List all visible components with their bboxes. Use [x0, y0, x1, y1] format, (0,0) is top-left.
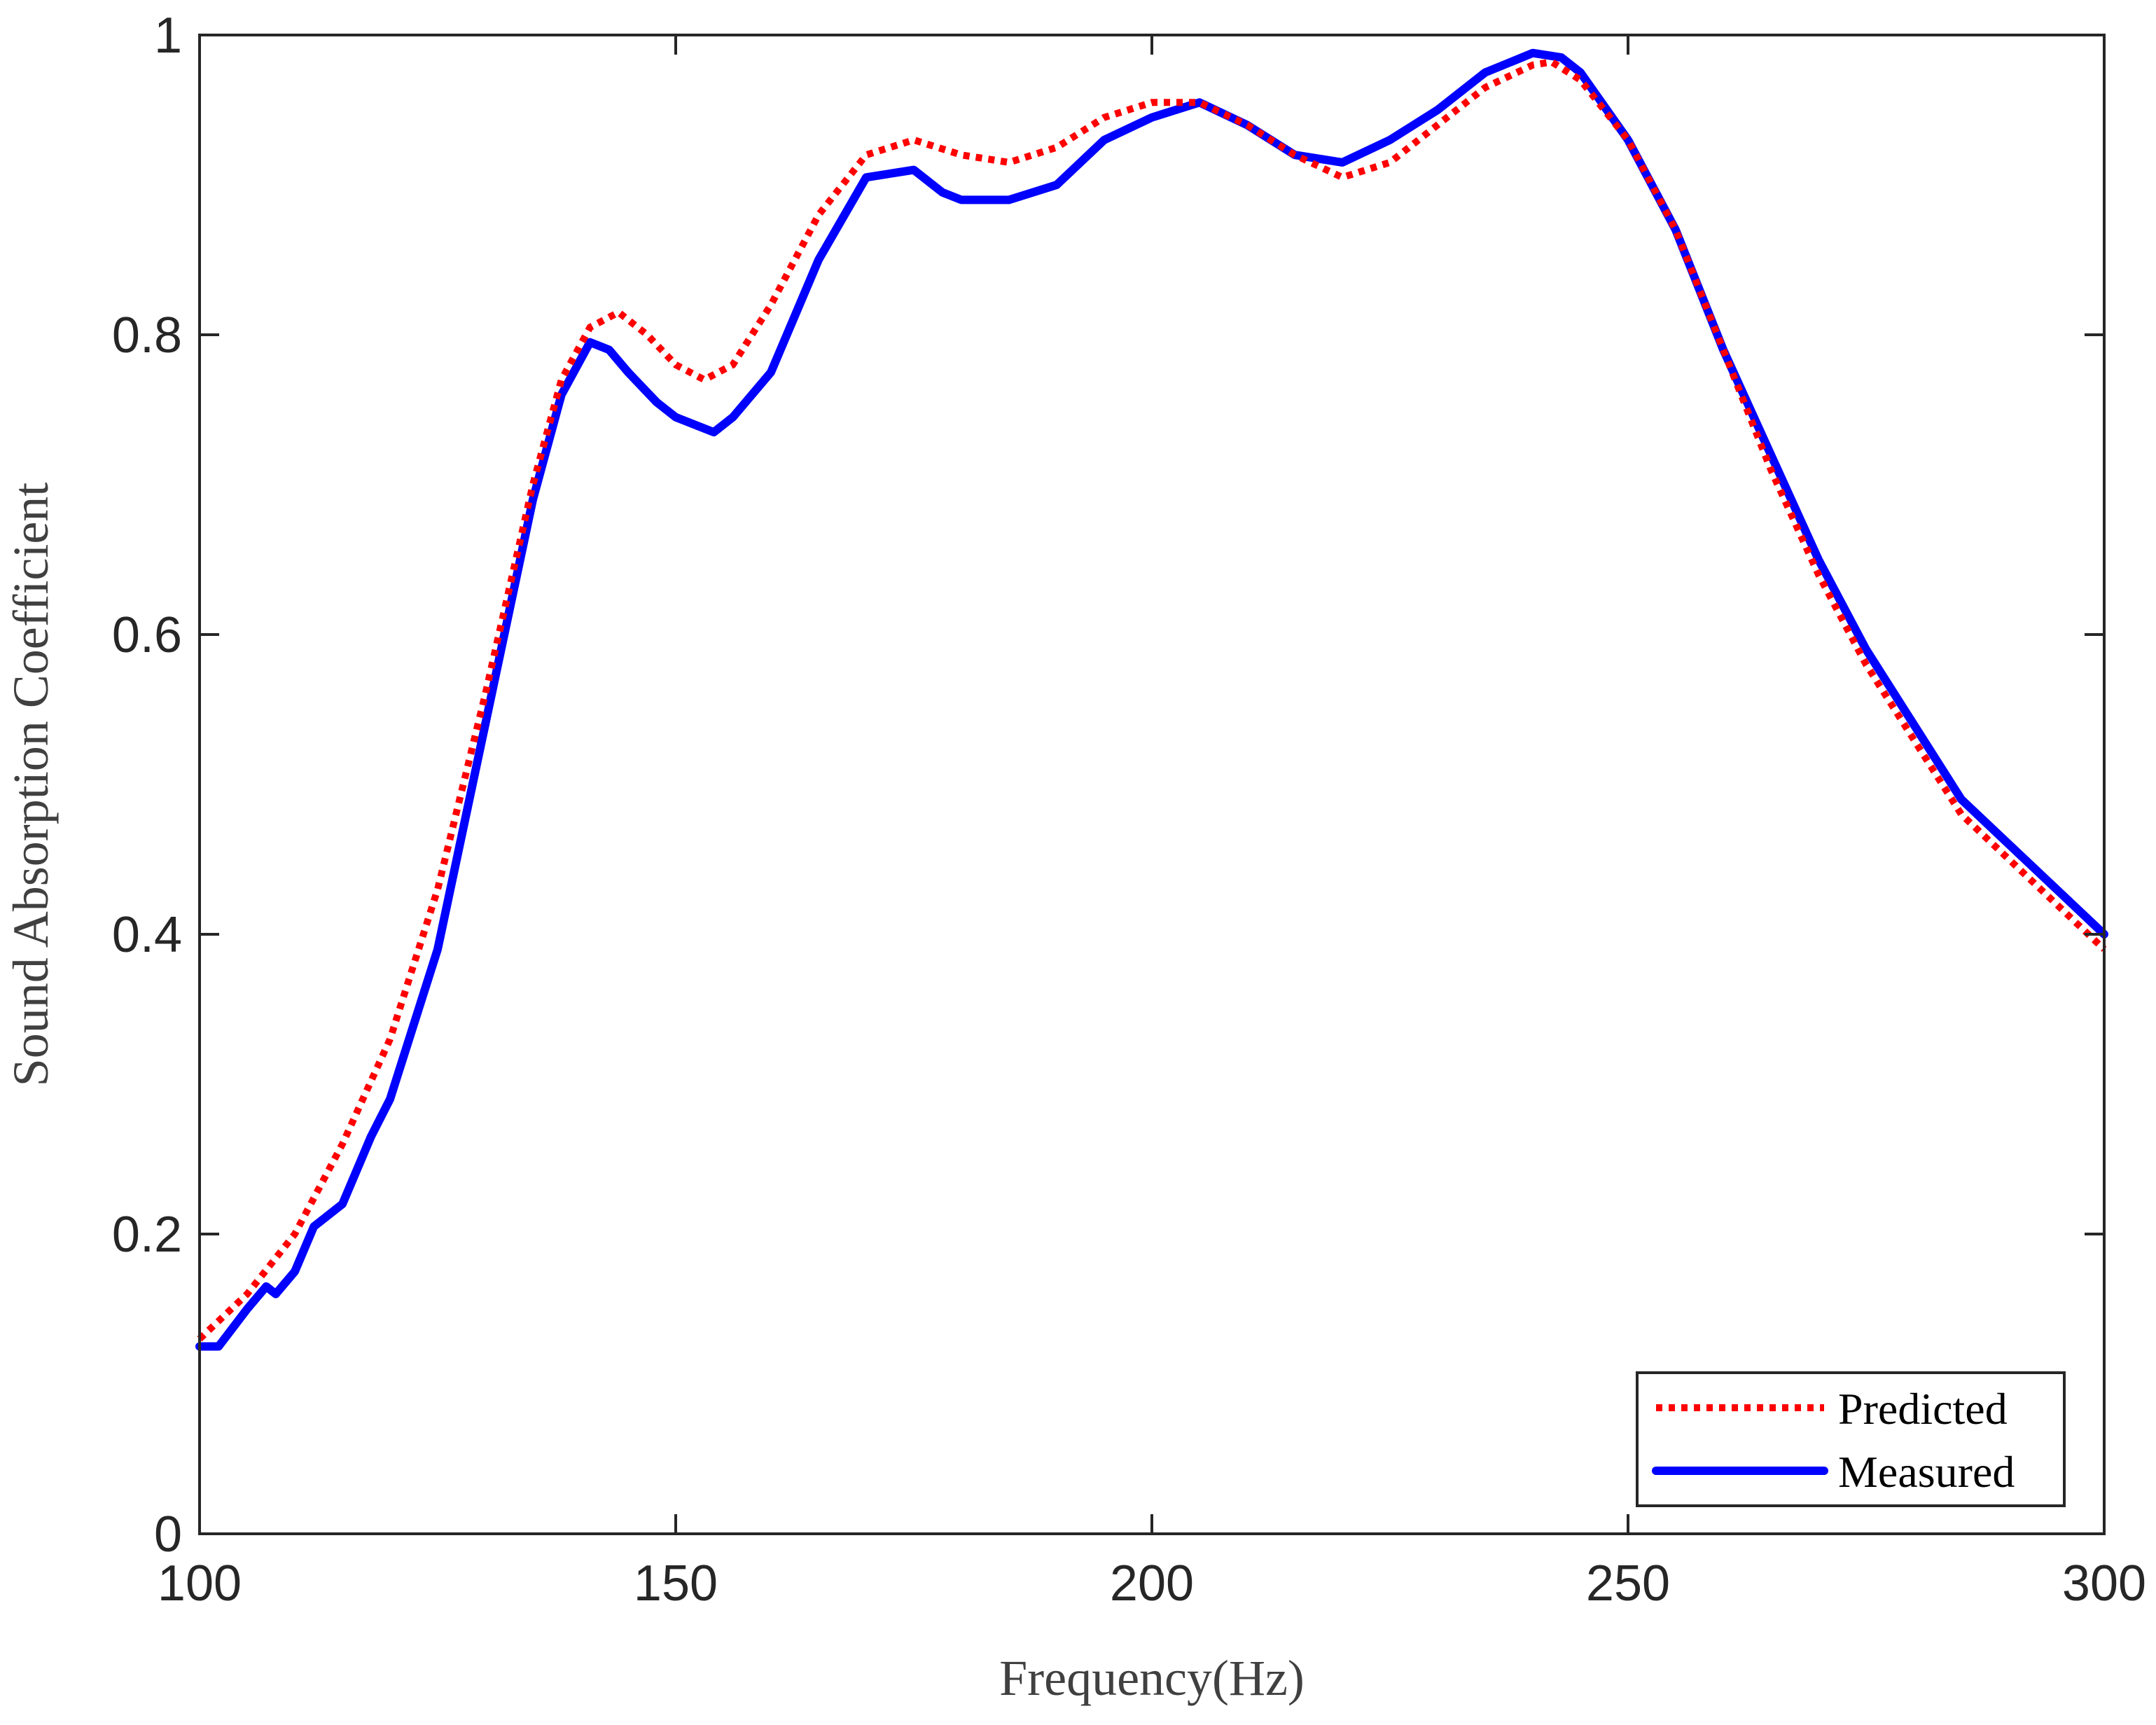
x-tick-label: 200 [1110, 1556, 1194, 1612]
y-tick-label: 0.4 [112, 907, 182, 963]
series-line-predicted [197, 58, 2107, 1342]
x-tick-label: 300 [2062, 1556, 2146, 1612]
y-tick-label: 0 [154, 1506, 182, 1563]
plot-background [200, 35, 2104, 1534]
legend-label-measured: Measured [1838, 1447, 2015, 1497]
x-axis-title: Frequency(Hz) [999, 1650, 1305, 1706]
legend-box [1636, 1371, 2066, 1507]
plot-frame [198, 34, 2106, 1535]
x-tick-label: 250 [1586, 1556, 1670, 1612]
legend: Predicted Measured [1636, 1371, 2066, 1507]
legend-label-predicted: Predicted [1838, 1384, 2008, 1434]
x-tick-label: 100 [158, 1556, 242, 1612]
y-axis-title: Sound Absorption Coefficient [3, 483, 59, 1087]
y-tick-label: 0.2 [112, 1207, 182, 1263]
x-tick-label: 150 [634, 1556, 718, 1612]
y-tick-label: 0.8 [112, 307, 182, 363]
series-layer [195, 48, 2108, 1351]
y-tick-label: 1 [154, 8, 182, 64]
y-tick-label: 0.6 [112, 607, 182, 663]
